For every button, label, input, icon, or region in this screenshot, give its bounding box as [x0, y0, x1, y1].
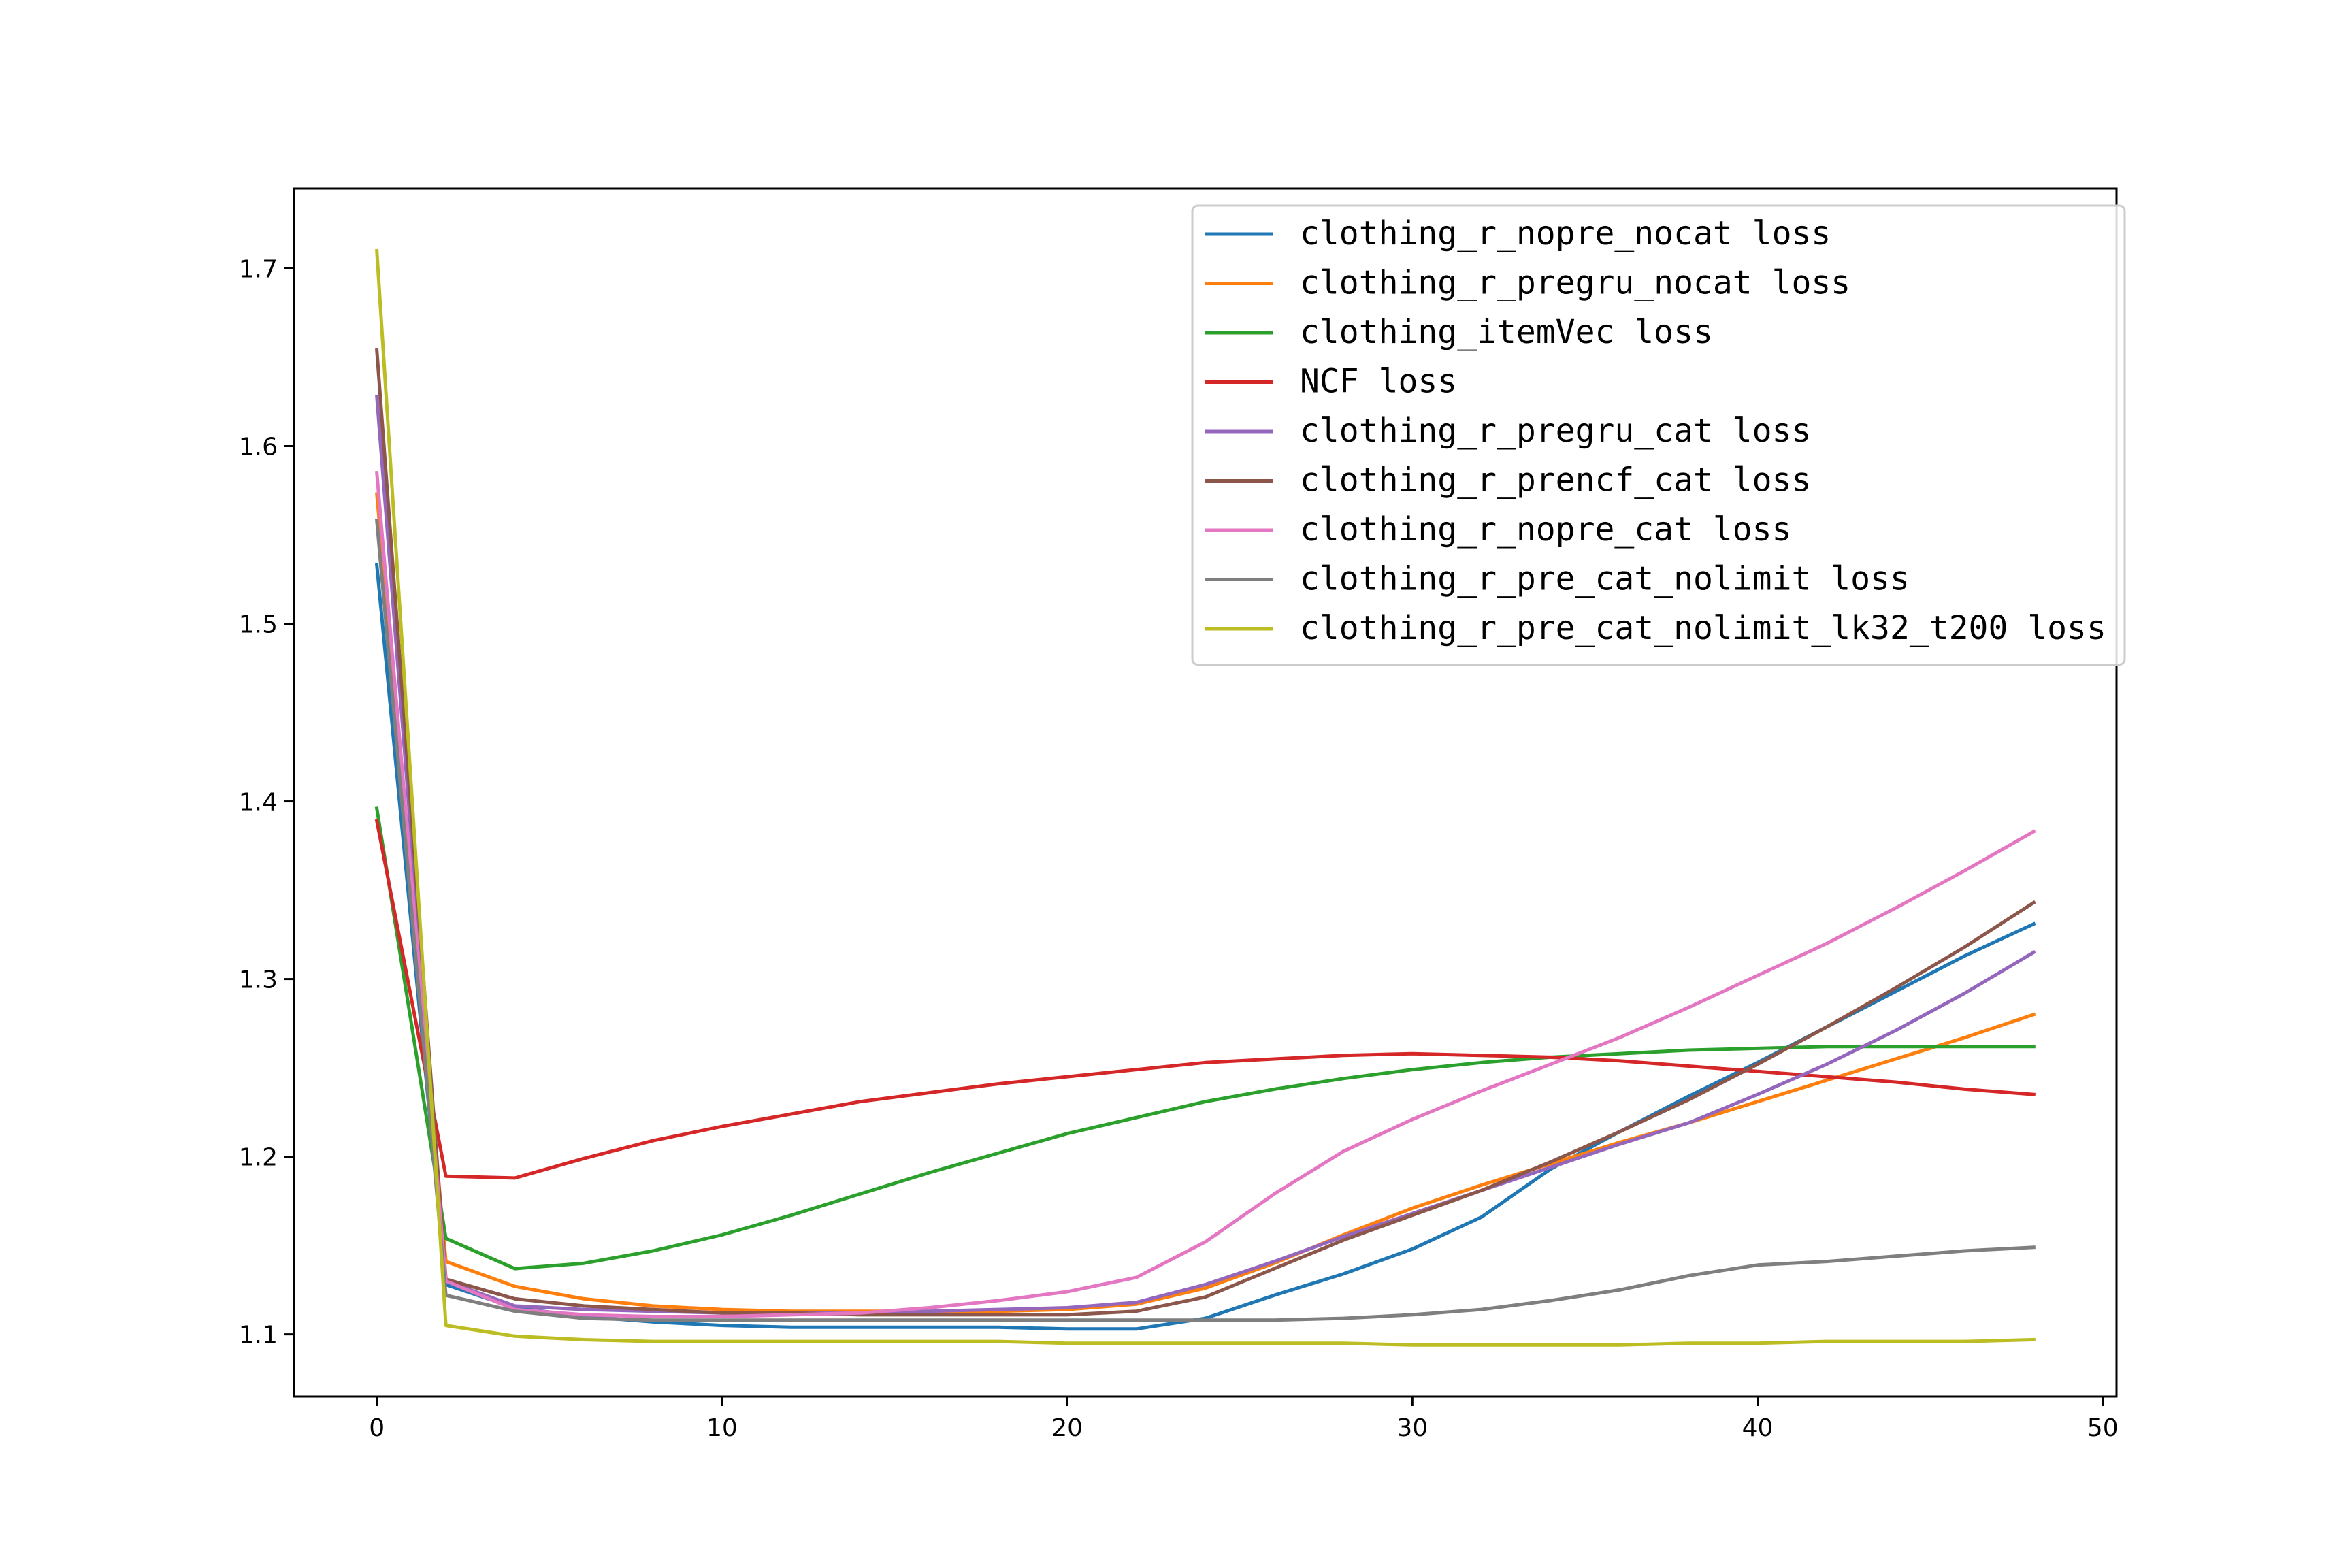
series-line-7 — [374, 470, 2036, 1318]
legend-entry: clothing_itemVec loss — [1300, 313, 1713, 351]
legend-entry: clothing_r_prencf_cat loss — [1300, 461, 1811, 500]
y-tick-label: 1.2 — [239, 1144, 278, 1172]
plot-frame — [293, 187, 2118, 1398]
legend-entry: clothing_r_nopre_nocat loss — [1300, 214, 1831, 252]
legend-entry: clothing_r_pregru_cat loss — [1300, 412, 1811, 450]
legend: clothing_r_nopre_nocat loss clothing_r_pr… — [1191, 204, 2126, 666]
x-tick-label: 10 — [706, 1414, 738, 1442]
y-tick-label: 1.6 — [239, 433, 278, 461]
legend-entry: NCF loss — [1300, 363, 1457, 401]
series-line-6 — [375, 348, 2036, 1317]
x-tick-label: 40 — [1742, 1414, 1774, 1442]
series-line-2 — [374, 492, 2036, 1313]
y-tick-label: 1.1 — [239, 1322, 278, 1350]
series-line-3 — [374, 806, 2036, 1271]
x-tick-label: 20 — [1051, 1414, 1083, 1442]
series-line-4 — [374, 819, 2036, 1180]
series-line-8 — [374, 519, 2036, 1322]
y-tick-label: 1.3 — [239, 966, 278, 994]
legend-entry: clothing_r_pre_cat_nolimit_lk32_t200 los… — [1300, 609, 2106, 647]
y-tick-label: 1.4 — [239, 789, 278, 817]
x-tick-label: 0 — [369, 1414, 385, 1442]
x-tick-label: 50 — [2087, 1414, 2119, 1442]
series-line-9 — [375, 248, 2036, 1347]
legend-entry: clothing_r_pre_cat_nolimit loss — [1300, 560, 1910, 598]
y-tick-label: 1.7 — [239, 255, 278, 283]
legend-entry: clothing_r_pregru_nocat loss — [1300, 264, 1850, 302]
series-line-5 — [375, 394, 2036, 1315]
legend-entry: clothing_r_nopre_cat loss — [1300, 510, 1791, 549]
plot-area: 0 10 20 30 40 50 1.1 1.2 1.3 1.4 1.5 1.6 1.7 clothing… — [239, 187, 2126, 1442]
x-tick-label: 30 — [1396, 1414, 1428, 1442]
y-tick-label: 1.5 — [239, 611, 278, 639]
legend-box — [1191, 204, 2126, 666]
